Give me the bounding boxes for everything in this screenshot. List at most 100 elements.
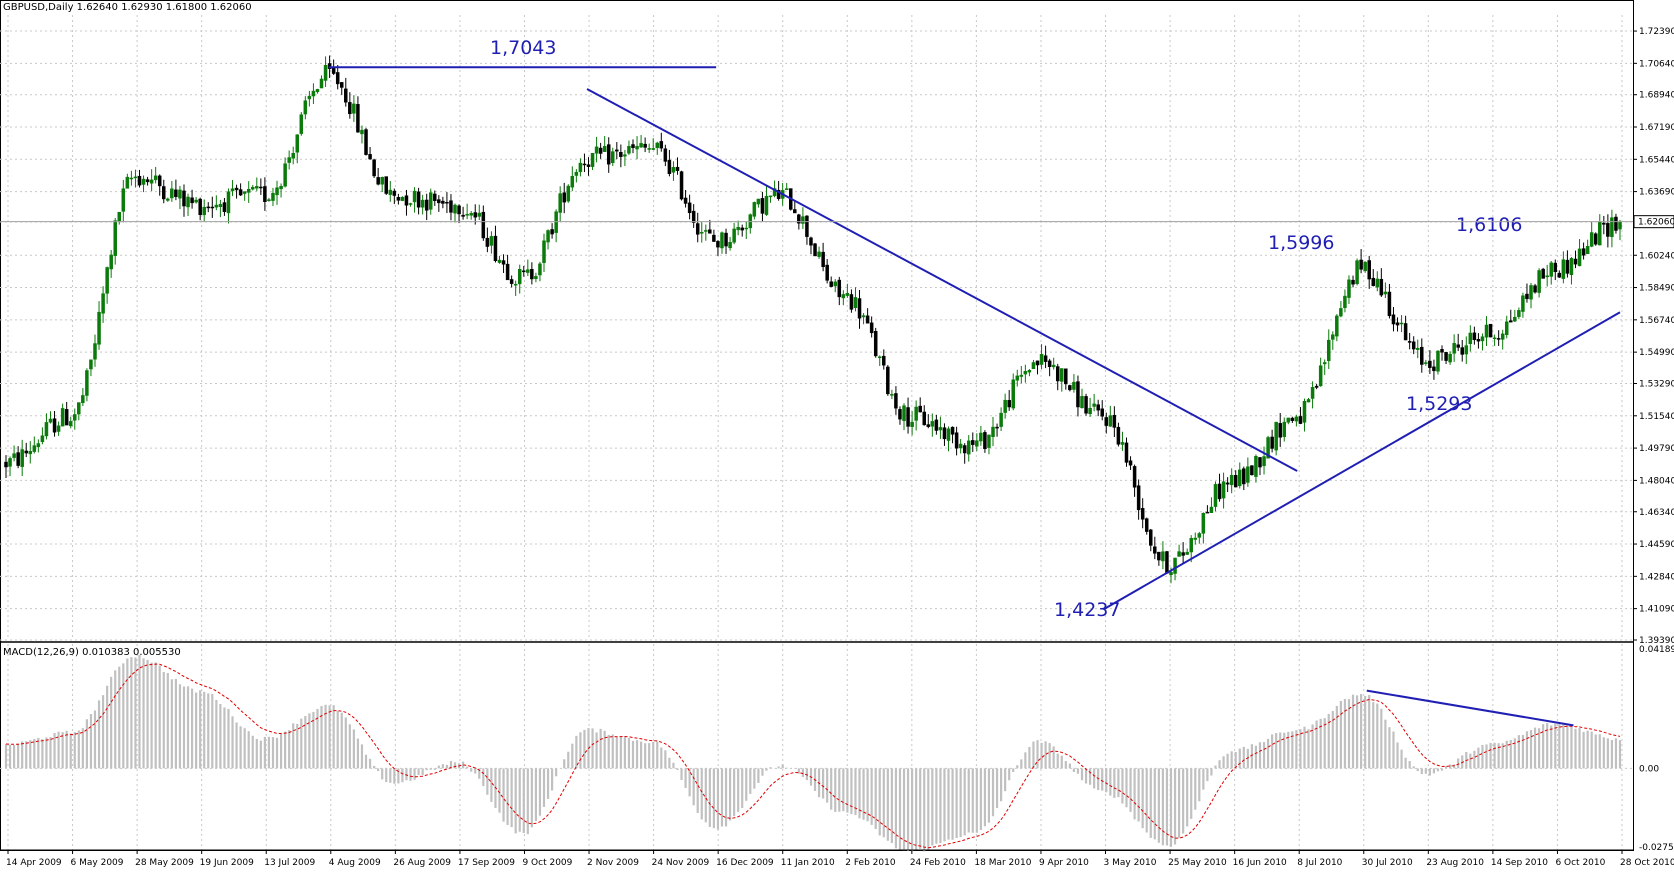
candle-body: [946, 428, 951, 441]
candle-body: [1274, 421, 1278, 451]
candle-body: [744, 227, 749, 230]
candle-body: [109, 254, 113, 270]
candle-body: [230, 188, 235, 192]
macd-divergence-line[interactable]: [1366, 689, 1574, 727]
candle-body: [1472, 332, 1477, 340]
candle-body: [194, 199, 198, 203]
price-tick-label: 1.49790: [1639, 444, 1674, 454]
time-tick-label: 8 Jul 2010: [1297, 858, 1342, 868]
candle-body: [1545, 275, 1549, 278]
candle-body: [501, 260, 506, 265]
candle-body: [983, 432, 987, 450]
candle-body: [449, 200, 453, 213]
candle-body: [861, 315, 866, 318]
candle-body: [1055, 366, 1060, 382]
candle-body: [906, 407, 910, 427]
candle-body: [764, 195, 769, 215]
time-tick-label: 26 Aug 2009: [393, 858, 451, 868]
candle-body: [1209, 506, 1214, 513]
candle-body: [1294, 416, 1299, 422]
chart-frame: [0, 0, 1634, 851]
candle-body: [1310, 387, 1315, 399]
candle-body: [708, 229, 712, 234]
candle-body: [1132, 466, 1137, 488]
candle-body: [1355, 260, 1359, 284]
candle-body: [1322, 362, 1327, 365]
price-annotation: 1,6106: [1456, 214, 1522, 236]
candle-body: [934, 419, 939, 431]
macd-info: MACD(12,26,9) 0.010383 0.005530: [3, 647, 181, 658]
candle-body: [48, 418, 53, 423]
candle-body: [873, 330, 878, 357]
candle-body: [987, 434, 991, 448]
candle-body: [740, 227, 744, 231]
candle-body: [283, 163, 287, 187]
candle-body: [639, 143, 643, 148]
candle-body: [420, 199, 425, 208]
candle-body: [869, 322, 874, 334]
candle-body: [1452, 343, 1456, 354]
candle-body: [975, 440, 979, 447]
candle-body: [550, 229, 554, 235]
candle-body: [1525, 293, 1529, 300]
candle-body: [1003, 399, 1007, 413]
candle-body: [291, 152, 295, 159]
trendline[interactable]: [586, 88, 1298, 472]
price-tick-label: 1.56740: [1639, 316, 1674, 326]
time-tick-label: 18 Mar 2010: [974, 858, 1031, 868]
candle-body: [768, 195, 773, 198]
candle-body: [675, 166, 680, 171]
candle-body: [760, 198, 765, 214]
candle-body: [68, 421, 73, 427]
candle-body: [695, 223, 700, 235]
candle-body: [1076, 381, 1080, 408]
candle-body: [910, 421, 914, 427]
candle-body: [546, 230, 550, 243]
candle-body: [339, 82, 344, 88]
candle-body: [1068, 385, 1072, 391]
candle-body: [137, 175, 142, 186]
time-tick-label: 28 Oct 2010: [1620, 858, 1674, 868]
candle-body: [56, 425, 61, 432]
candle-body: [643, 143, 647, 148]
candle-body: [793, 209, 797, 214]
candle-body: [16, 452, 20, 466]
trendline[interactable]: [1103, 311, 1621, 611]
candle-body: [64, 409, 69, 426]
candle-body: [1011, 379, 1015, 409]
candle-body: [526, 269, 530, 273]
candle-body: [1165, 551, 1169, 574]
candle-body: [1375, 278, 1380, 288]
time-tick-label: 9 Oct 2009: [522, 858, 572, 868]
candle-body: [1456, 344, 1460, 348]
candle-body: [776, 189, 781, 199]
candle-body: [238, 189, 243, 196]
candle-body: [813, 243, 817, 257]
candle-body: [505, 263, 510, 281]
candle-body: [1581, 248, 1586, 256]
time-tick-label: 13 Jul 2009: [264, 858, 315, 868]
candle-body: [85, 370, 89, 396]
candle-body: [356, 104, 360, 133]
price-axis: 1.72390 1.70640 1.68940 1.67190 1.65440 1.636…: [0, 27, 1674, 646]
candle-body: [279, 185, 283, 190]
candle-body: [153, 175, 158, 181]
candle-body: [214, 204, 219, 208]
candle-body: [1233, 475, 1238, 488]
candle-body: [493, 235, 498, 261]
candle-body: [469, 213, 473, 216]
candle-body: [1238, 469, 1242, 486]
candle-body: [372, 159, 376, 177]
candle-body: [736, 226, 740, 231]
candle-body: [1217, 483, 1222, 500]
candle-body: [837, 279, 842, 298]
candle-body: [1387, 291, 1392, 317]
candle-body: [32, 445, 37, 452]
macd-tick-label: 0.041892: [1639, 645, 1674, 655]
trendlines[interactable]: [328, 66, 1621, 611]
candle-body: [1266, 437, 1270, 459]
candle-body: [1565, 259, 1570, 274]
candle-body: [1424, 362, 1428, 364]
